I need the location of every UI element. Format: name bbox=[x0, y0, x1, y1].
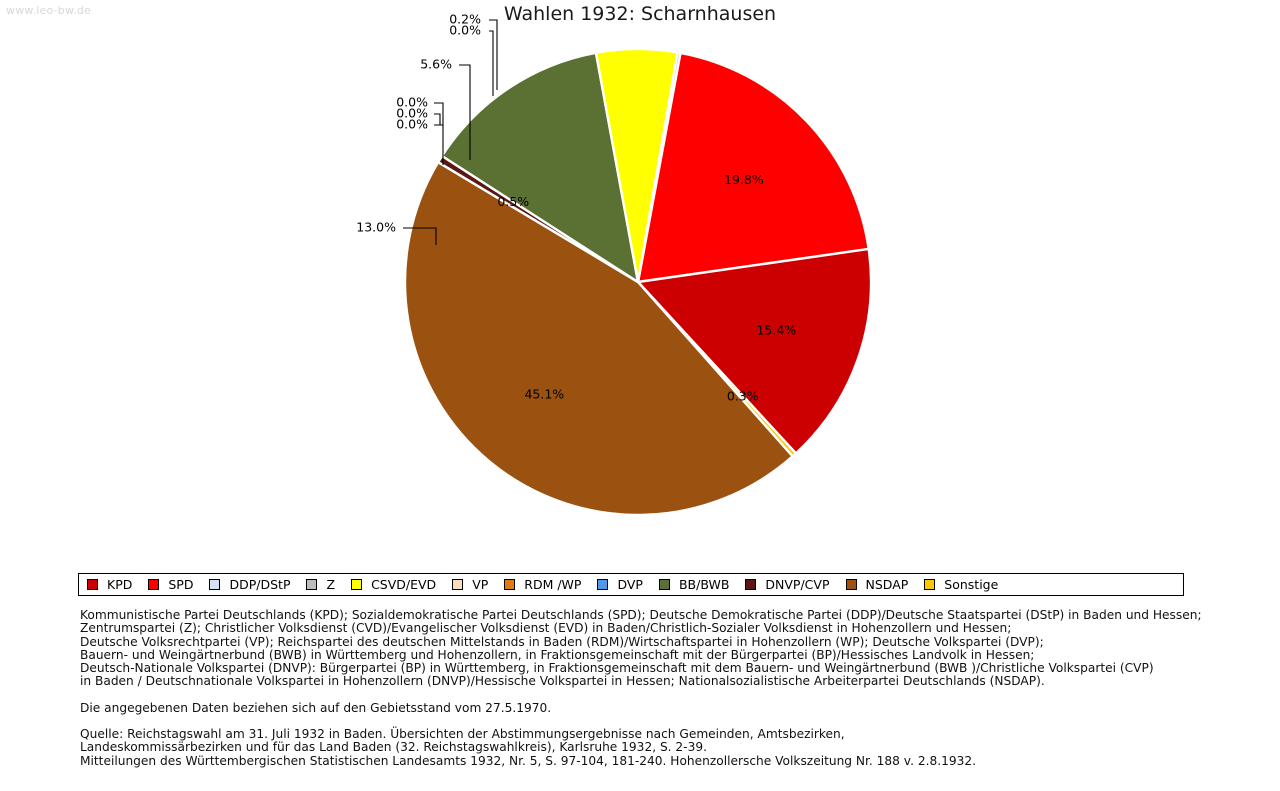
legend-swatch-icon bbox=[209, 579, 221, 590]
legend-swatch-icon bbox=[351, 579, 363, 590]
legend-label: KPD bbox=[107, 577, 133, 592]
leader-line-z bbox=[489, 19, 498, 90]
leader-label-ddp-dstp: 0.0% bbox=[449, 23, 481, 38]
legend-item-ddp-dstp[interactable]: DDP/DStP bbox=[201, 574, 298, 595]
slice-label-nsdap: 45.1% bbox=[524, 387, 564, 402]
legend-item-csvd-evd[interactable]: CSVD/EVD bbox=[343, 574, 444, 595]
footnote-parties-line: Kommunistische Partei Deutschlands (KPD)… bbox=[80, 608, 1202, 622]
chart-legend: KPD SPD DDP/DStP Z CSVD/EVD VP RDM /WP DVP BB/BW… bbox=[78, 573, 1184, 596]
footnote-parties-line: Deutsche Volksrechtpartei (VP); Reichspa… bbox=[80, 634, 1044, 649]
footnote-parties-line: Zentrumspartei (Z); Christlicher Volksdi… bbox=[80, 621, 1012, 636]
leader-line-dvp bbox=[434, 124, 444, 165]
legend-swatch-icon bbox=[452, 579, 464, 590]
legend-label: RDM /WP bbox=[524, 577, 582, 592]
legend-label: DDP/DStP bbox=[229, 577, 291, 592]
legend-label: SPD bbox=[168, 577, 194, 592]
leader-line-rdm-wp bbox=[434, 113, 441, 125]
slice-label-spd: 19.8% bbox=[724, 172, 764, 187]
pie-slice-kpd[interactable] bbox=[635, 247, 873, 456]
legend-swatch-icon bbox=[306, 579, 318, 590]
pie-slice-z[interactable] bbox=[636, 51, 682, 283]
leader-label-rdm-wp: 0.0% bbox=[396, 106, 428, 121]
pie-slice-spd[interactable] bbox=[636, 51, 871, 284]
legend-label: DVP bbox=[617, 577, 643, 592]
footnote-source-line: Mitteilungen des Württembergischen Stati… bbox=[80, 753, 976, 768]
page-title: Wahlen 1932: Scharnhausen bbox=[503, 3, 777, 25]
footnote-parties-line: Bauern- und Weingärtnerbund (BWB) in Wür… bbox=[80, 647, 1035, 662]
legend-item-vp[interactable]: VP bbox=[444, 574, 496, 595]
pie-chart: 19.8% 15.4% 45.1% 0.3% 0.5% 0.2% 0.0% 5.6% 0.0% 0… bbox=[356, 12, 873, 517]
slice-label-sonstige: 0.3% bbox=[727, 388, 759, 403]
pie-slices bbox=[403, 47, 873, 517]
legend-item-dvp[interactable]: DVP bbox=[589, 574, 651, 595]
legend-swatch-icon bbox=[504, 579, 516, 590]
leader-label-bb-bwb: 13.0% bbox=[356, 220, 396, 235]
legend-item-kpd[interactable]: KPD bbox=[79, 574, 140, 595]
legend-item-sonstige[interactable]: Sonstige bbox=[916, 574, 1006, 595]
legend-item-nsdap[interactable]: NSDAP bbox=[838, 574, 917, 595]
leader-line-bb-bwb bbox=[403, 227, 437, 245]
slice-label-dnvp-cvp: 0.5% bbox=[497, 194, 529, 209]
pie-value-labels: 19.8%15.4%45.1% 0.3%0.5%0.2%0.0%5.6%0.0%0… bbox=[356, 12, 796, 404]
footnote-parties-line: in Baden / Deutschnationale Volkspartei … bbox=[80, 674, 1045, 689]
footnote-source-line: Quelle: Reichstagswahl am 31. Juli 1932 … bbox=[80, 727, 845, 742]
legend-label: DNVP/CVP bbox=[765, 577, 830, 592]
legend-label: VP bbox=[472, 577, 489, 592]
footnote-gebietsstand: Die angegebenen Daten beziehen sich auf … bbox=[80, 700, 552, 715]
footnote-source: Quelle: Reichstagswahl am 31. Juli 1932 … bbox=[80, 727, 1230, 768]
legend-swatch-icon bbox=[597, 579, 609, 590]
footnote-parties-line: Deutsch-Nationale Volkspartei (DNVP): Bü… bbox=[80, 661, 1154, 676]
leader-line-csvd-evd bbox=[459, 64, 471, 160]
leader-label-vp: 0.0% bbox=[396, 95, 428, 110]
pie-slice-nsdap[interactable] bbox=[403, 160, 795, 517]
legend-swatch-icon bbox=[148, 579, 160, 590]
footnote-source-line: Landeskommissärbezirken und für das Land… bbox=[80, 740, 707, 755]
legend-swatch-icon bbox=[924, 579, 936, 590]
leader-label-csvd-evd: 5.6% bbox=[420, 57, 452, 72]
legend-item-dnvp-cvp[interactable]: DNVP/CVP bbox=[737, 574, 837, 595]
legend-item-spd[interactable]: SPD bbox=[140, 574, 201, 595]
legend-item-bb-bwb[interactable]: BB/BWB bbox=[651, 574, 737, 595]
legend-label: Sonstige bbox=[944, 577, 999, 592]
pie-leader-lines bbox=[403, 19, 498, 245]
legend-swatch-icon bbox=[845, 579, 857, 590]
leader-line-ddp-dstp bbox=[489, 30, 494, 96]
legend-label: BB/BWB bbox=[678, 577, 730, 592]
legend-label: NSDAP bbox=[865, 577, 909, 592]
leader-line-vp bbox=[434, 102, 444, 125]
legend-swatch-icon bbox=[658, 579, 670, 590]
legend-swatch-icon bbox=[87, 579, 98, 590]
leader-label-dvp: 0.0% bbox=[396, 117, 428, 132]
footnote-parties: Kommunistische Partei Deutschlands (KPD)… bbox=[80, 608, 1230, 689]
legend-label: Z bbox=[326, 577, 336, 592]
legend-label: CSVD/EVD bbox=[371, 577, 437, 592]
pie-slice-bb-bwb[interactable] bbox=[440, 51, 640, 285]
watermark: www.leo-bw.de bbox=[6, 4, 92, 17]
footnotes: Kommunistische Partei Deutschlands (KPD)… bbox=[80, 608, 1230, 768]
leader-label-z: 0.2% bbox=[449, 12, 481, 27]
pie-chart-svg: 19.8%15.4%45.1% 0.3%0.5%0.2%0.0%5.6%0.0%0… bbox=[356, 12, 873, 517]
legend-swatch-icon bbox=[745, 579, 757, 590]
legend-item-z[interactable]: Z bbox=[298, 574, 343, 595]
legend-item-rdm-wp[interactable]: RDM /WP bbox=[496, 574, 589, 595]
slice-label-kpd: 15.4% bbox=[756, 323, 796, 338]
